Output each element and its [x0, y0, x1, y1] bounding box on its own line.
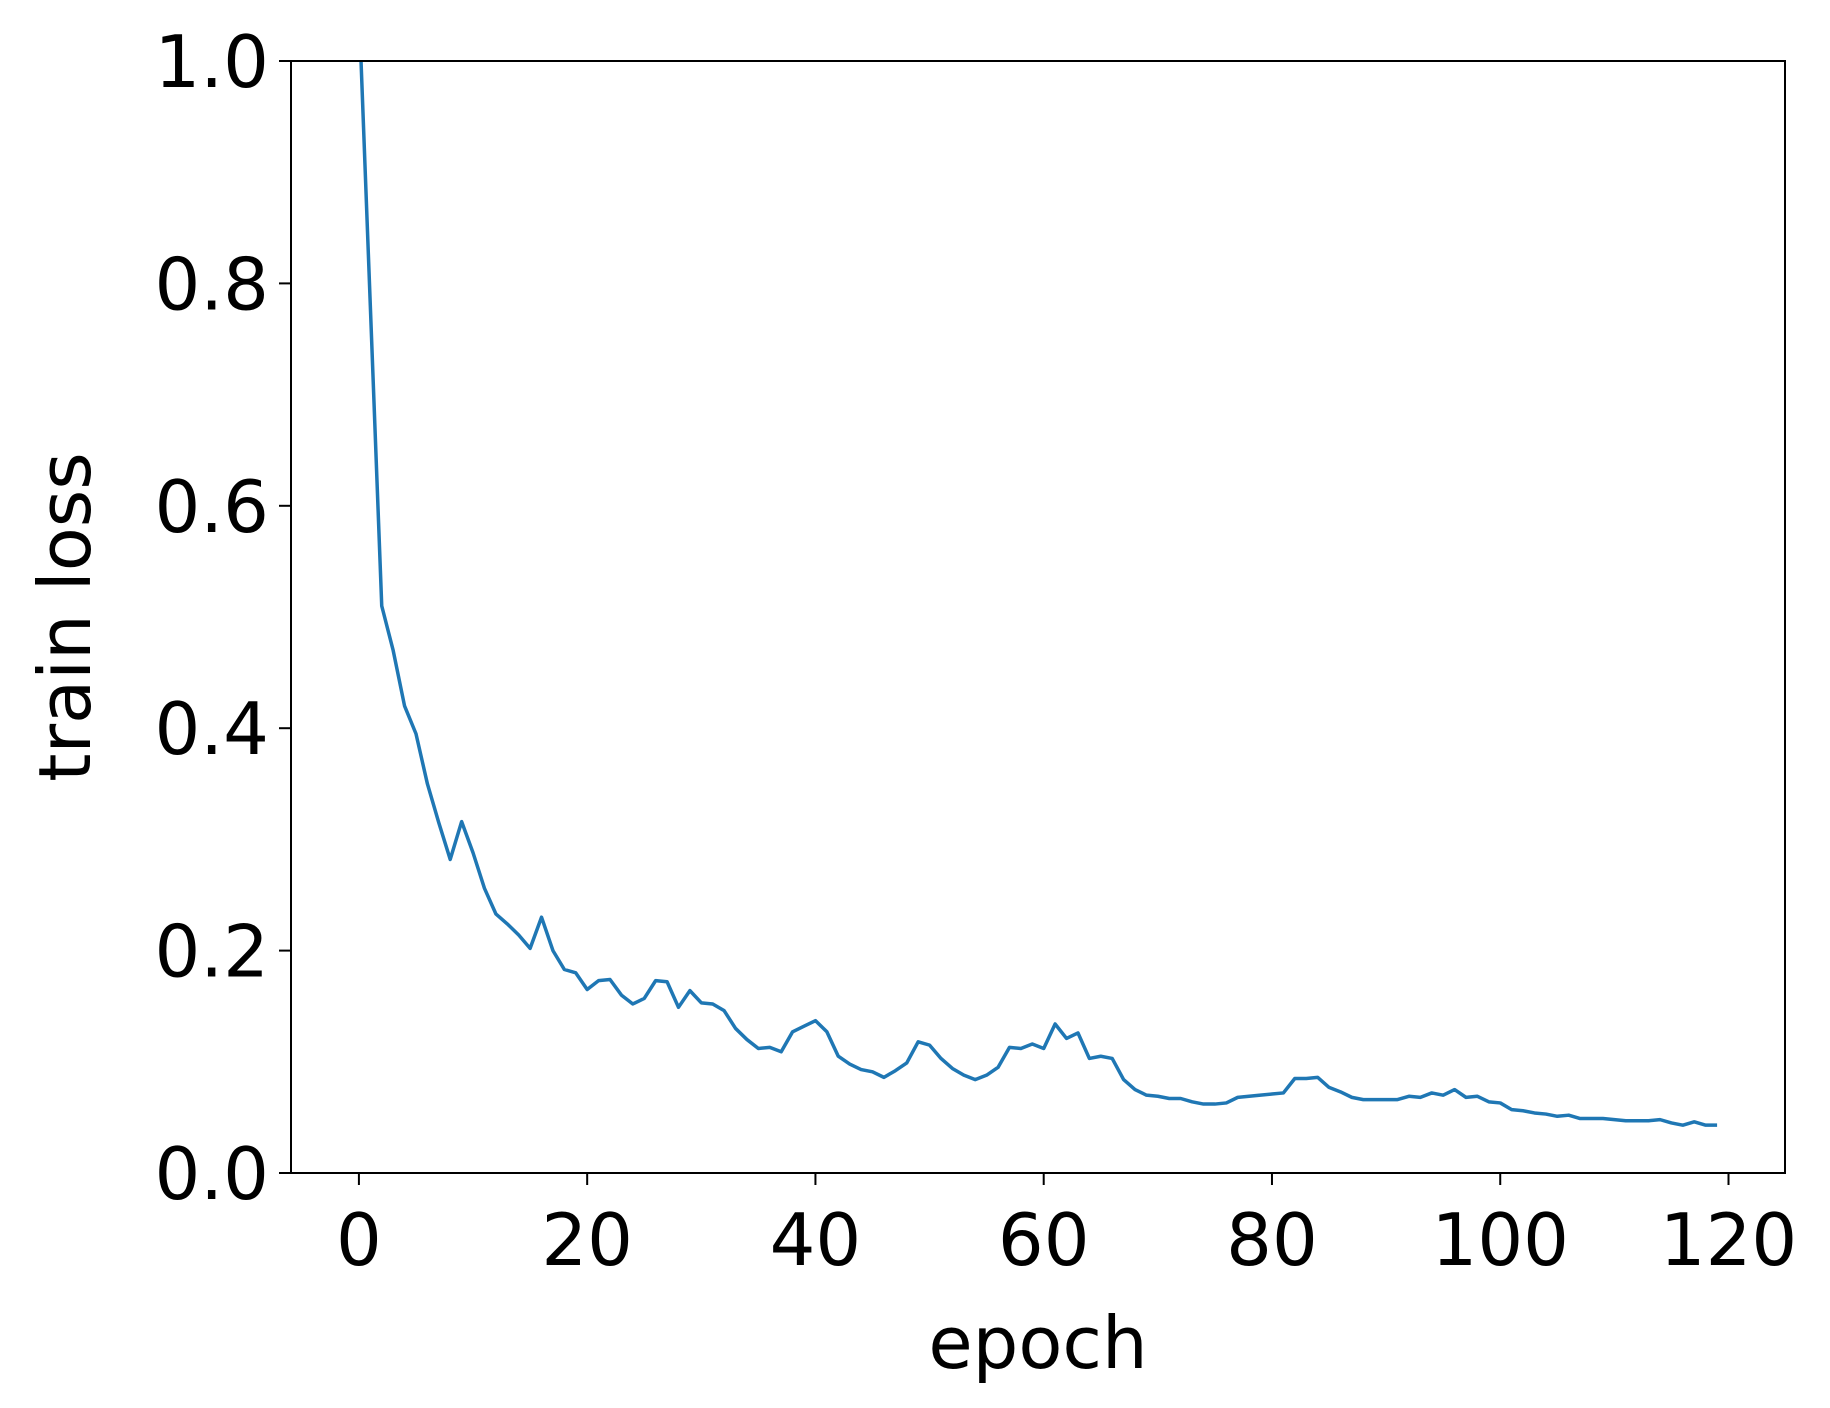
y-tick-label: 0.4 — [154, 687, 269, 771]
y-axis-label: train loss — [23, 452, 107, 782]
x-tick-label: 0 — [336, 1198, 382, 1282]
x-tick-label: 20 — [541, 1198, 633, 1282]
y-tick-label: 0.6 — [154, 465, 269, 549]
x-tick-label: 40 — [770, 1198, 862, 1282]
y-tick-label: 0.0 — [154, 1132, 269, 1216]
line-series — [359, 61, 1718, 1127]
y-tick-label: 0.2 — [154, 910, 269, 994]
x-tick-label: 80 — [1226, 1198, 1318, 1282]
x-tick-label: 100 — [1432, 1198, 1569, 1282]
x-tick-label: 120 — [1660, 1198, 1797, 1282]
y-tick-label: 1.0 — [154, 20, 269, 104]
x-axis-label: epoch — [928, 1301, 1147, 1385]
x-tick-label: 60 — [998, 1198, 1090, 1282]
y-tick-label: 0.8 — [154, 242, 269, 326]
axes-frame — [290, 60, 1786, 1174]
plot-area — [359, 61, 1718, 1127]
